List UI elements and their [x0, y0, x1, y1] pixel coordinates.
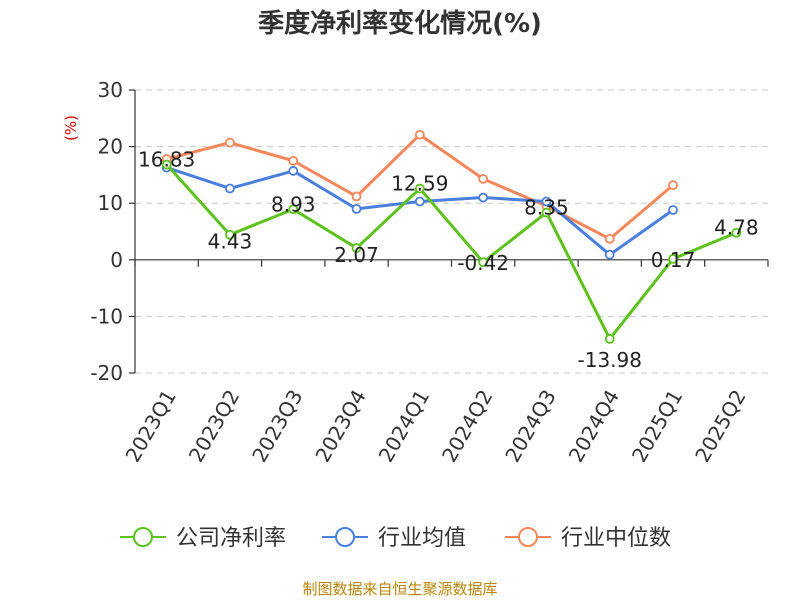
data-point: [668, 205, 678, 215]
legend-label: 公司净利率: [176, 526, 286, 551]
data-point: [541, 207, 552, 218]
y-axis-unit-label: (%): [62, 115, 80, 141]
data-point: [604, 233, 615, 244]
data-point: [668, 253, 678, 264]
x-tick-label: 2024Q3: [500, 386, 560, 467]
data-point: [478, 192, 489, 203]
data-point: [225, 229, 235, 240]
series-lines: [161, 129, 742, 344]
data-label: 16.83: [138, 148, 195, 172]
y-tick-label: 20: [98, 135, 123, 159]
data-label: 8.35: [524, 196, 569, 220]
data-label: 4.78: [714, 216, 759, 240]
legend-swatch-marker: [335, 527, 355, 547]
legend[interactable]: 公司净利率 行业均值 行业中位数: [120, 526, 671, 551]
data-point: [351, 191, 362, 202]
data-label: 2.07: [334, 243, 379, 267]
data-point: [414, 183, 425, 194]
data-label: 0.17: [651, 248, 696, 272]
legend-swatch-marker: [518, 527, 538, 547]
data-point: [731, 227, 742, 238]
x-tick-label: 2023Q4: [310, 386, 370, 467]
x-tick-label: 2024Q2: [437, 386, 497, 467]
legend-swatch-marker: [133, 527, 153, 547]
data-label: 8.93: [271, 192, 316, 216]
data-label: -0.42: [457, 251, 509, 275]
data-point: [478, 257, 489, 268]
x-tick-label: 2024Q1: [374, 386, 434, 467]
data-point: [541, 196, 552, 207]
x-tick-label: 2024Q4: [564, 386, 624, 467]
data-point: [604, 249, 615, 260]
legend-label: 行业均值: [378, 526, 466, 551]
data-point: [351, 203, 362, 214]
data-point: [351, 243, 362, 253]
x-tick-label: 2023Q3: [247, 386, 307, 467]
y-tick-label: 30: [98, 78, 123, 102]
y-tick-label: 10: [98, 191, 123, 215]
y-tick-label: -10: [90, 304, 123, 328]
data-point: [225, 137, 235, 148]
data-point: [478, 173, 489, 184]
data-point: [288, 166, 299, 176]
data-point: [668, 180, 678, 190]
y-tick-label: 0: [110, 248, 123, 272]
data-label: -13.98: [578, 348, 642, 372]
legend-item-2[interactable]: 行业中位数: [505, 526, 671, 551]
x-tick-label: 2025Q1: [627, 386, 687, 467]
data-point: [414, 196, 425, 207]
data-point: [604, 334, 615, 344]
series-line: [165, 163, 737, 341]
chart-title: 季度净利率变化情况(%): [258, 8, 542, 39]
legend-label: 行业中位数: [561, 526, 671, 551]
data-labels: 16.83 4.43 8.93 2.07 12.59 -0.42 8.35 -13.98 0.1…: [138, 148, 759, 372]
data-point: [288, 155, 299, 166]
data-label: 12.59: [391, 172, 448, 196]
x-tick-label: 2023Q1: [121, 386, 181, 467]
data-point: [288, 204, 299, 215]
data-point: [161, 159, 172, 170]
x-tick-label: 2025Q2: [690, 386, 750, 467]
series-0: [161, 159, 742, 344]
source-note: 制图数据来自恒生聚源数据库: [302, 580, 497, 598]
x-tick-label: 2023Q2: [184, 386, 244, 467]
legend-item-0[interactable]: 公司净利率: [120, 526, 286, 551]
legend-item-1[interactable]: 行业均值: [322, 526, 466, 551]
y-tick-label: -20: [90, 361, 123, 385]
data-label: 4.43: [208, 230, 253, 254]
data-point: [414, 129, 425, 140]
data-point: [225, 183, 235, 194]
